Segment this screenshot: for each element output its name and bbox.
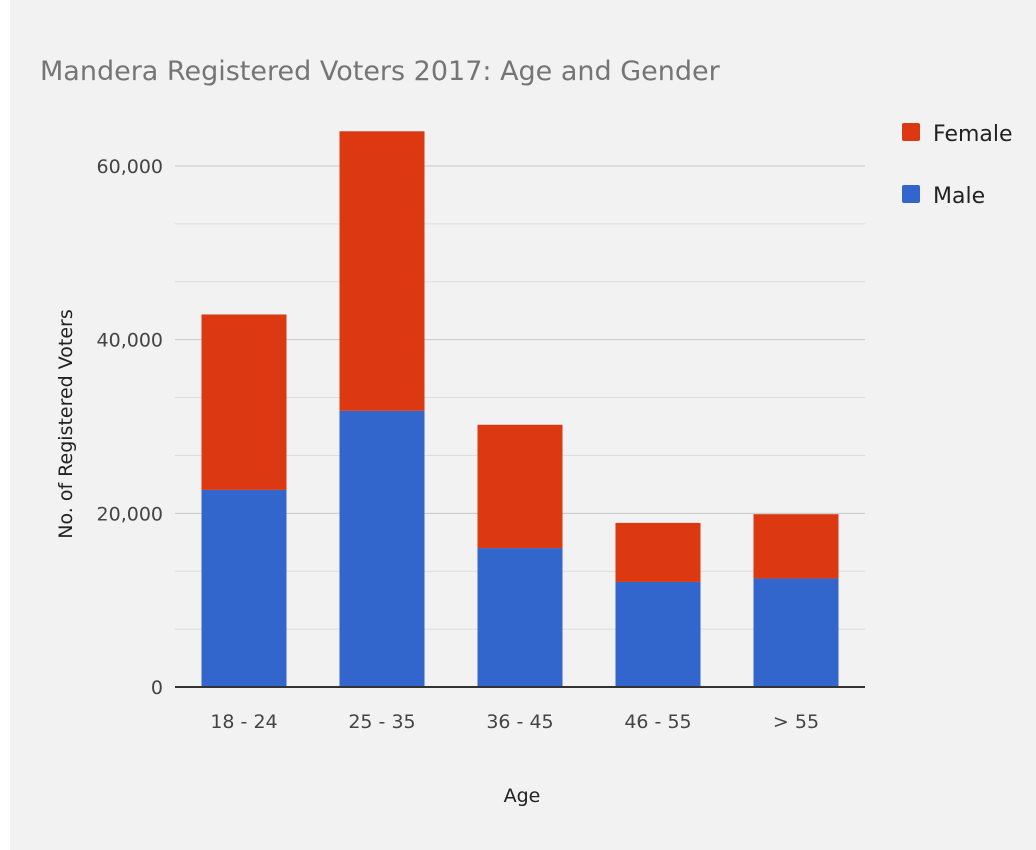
legend: Female Male	[902, 122, 1013, 209]
y-axis-label: No. of Registered Voters	[55, 309, 77, 539]
legend-swatch	[902, 185, 920, 203]
x-tick-label: > 55	[773, 711, 819, 733]
chart-card: Mandera Registered Voters 2017: Age and …	[10, 0, 1036, 850]
legend-item-female: Female	[902, 122, 1013, 147]
stacked-bar-chart: Mandera Registered Voters 2017: Age and …	[40, 56, 1013, 807]
x-tick-label: 18 - 24	[210, 711, 277, 733]
y-tick-label: 0	[151, 677, 163, 699]
y-tick-label: 20,000	[97, 503, 163, 525]
legend-label: Male	[933, 184, 985, 209]
x-tick-label: 36 - 45	[486, 711, 553, 733]
legend-item-male: Male	[902, 184, 985, 209]
bar-female-3	[477, 424, 563, 549]
bar-male-1	[201, 489, 287, 687]
bar-male-5	[753, 578, 839, 687]
legend-swatch	[902, 123, 920, 141]
bar-female-2	[339, 131, 425, 411]
bar-male-3	[477, 548, 563, 687]
legend-label: Female	[933, 122, 1013, 147]
x-tick-label: 25 - 35	[348, 711, 415, 733]
y-tick-label: 40,000	[97, 330, 163, 352]
bar-female-1	[201, 314, 287, 490]
x-tick-label: 46 - 55	[624, 711, 691, 733]
bar-female-4	[615, 522, 701, 582]
chart-title: Mandera Registered Voters 2017: Age and …	[40, 56, 721, 87]
bar-male-4	[615, 581, 701, 687]
y-axis-ticks: 0 20,000 40,000 60,000	[97, 156, 163, 699]
bar-female-5	[753, 514, 839, 579]
y-tick-label: 60,000	[97, 156, 163, 178]
bar-male-2	[339, 410, 425, 687]
x-axis-ticks: 18 - 24 25 - 35 36 - 45 46 - 55 > 55	[210, 711, 819, 733]
bars	[201, 131, 839, 687]
gridlines	[175, 165, 865, 630]
x-axis-label: Age	[504, 785, 541, 807]
